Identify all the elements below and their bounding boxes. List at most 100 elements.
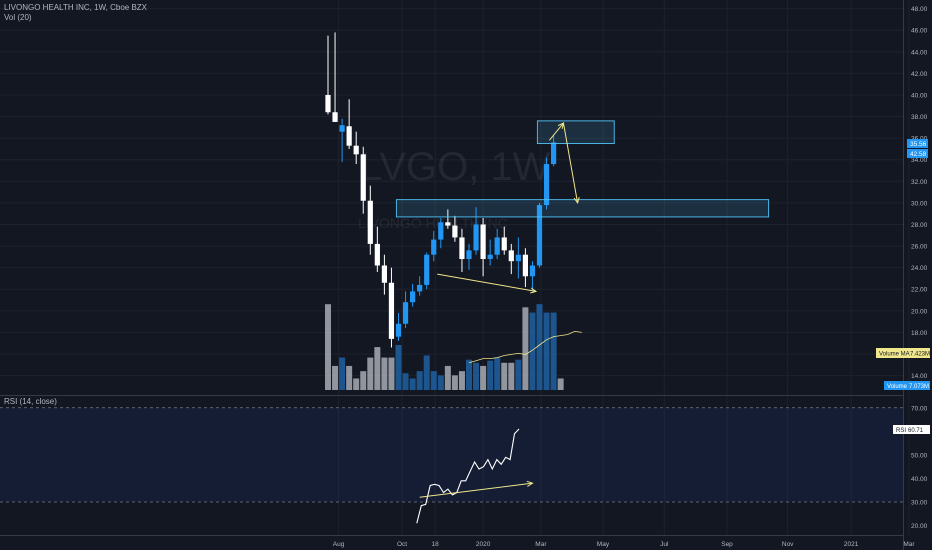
candle-body [529, 265, 536, 277]
candle[interactable] [473, 207, 479, 255]
price-tick-label: 24.00 [911, 265, 928, 272]
candle[interactable] [417, 276, 423, 296]
chart-title[interactable]: LIVONGO HEALTH INC, 1W, Cboe BZX [4, 3, 147, 12]
candle[interactable] [522, 248, 528, 288]
price-tick-label: 34.00 [911, 157, 928, 164]
rsi-tick-label: 30.00 [911, 500, 928, 507]
candle[interactable] [438, 218, 444, 249]
candle[interactable] [494, 228, 500, 260]
candle[interactable] [466, 243, 472, 270]
candle[interactable] [395, 312, 402, 342]
candle[interactable] [508, 243, 514, 275]
price-tick-label: 40.00 [911, 92, 928, 99]
candle-body [374, 243, 380, 266]
price-axis[interactable]: 14.0016.0018.0020.0022.0024.0026.0028.00… [911, 6, 928, 380]
rsi-badge-value: 60.71 [908, 428, 924, 434]
zone-rect[interactable] [395, 199, 770, 218]
candle[interactable] [381, 254, 387, 295]
candle-body [332, 112, 338, 122]
volume-ma-badge: Volume MA 7.423M [876, 348, 930, 358]
candle[interactable] [402, 291, 409, 329]
volume-bar [444, 365, 451, 390]
candle[interactable] [487, 239, 493, 266]
candle-body [339, 125, 345, 132]
zone-rect[interactable] [536, 120, 615, 144]
candle-body [402, 302, 409, 324]
candle-body [494, 237, 500, 255]
annotation-arrow[interactable] [562, 122, 580, 205]
price-tick-label: 26.00 [911, 244, 928, 251]
candle[interactable] [551, 134, 557, 167]
rsi-tick-label: 40.00 [911, 476, 928, 483]
candle[interactable] [445, 209, 451, 229]
volume-bar [325, 304, 331, 390]
candle[interactable] [501, 226, 507, 255]
candle[interactable] [529, 261, 536, 292]
candle[interactable] [353, 131, 359, 165]
candle[interactable] [360, 146, 366, 214]
time-axis[interactable]: Aug Oct 18 2020 Mar May Jul Sep Nov 2021 Mar [333, 541, 916, 548]
annotation-arrow[interactable] [437, 273, 538, 294]
volume-bar [522, 307, 529, 390]
candle[interactable] [410, 283, 416, 307]
candle[interactable] [424, 252, 430, 290]
time-tick-label: May [597, 541, 610, 548]
candles[interactable] [325, 32, 557, 348]
annotation-arrow[interactable] [548, 122, 565, 141]
rsi-badge: RSI 60.71 [893, 425, 930, 434]
volume-value: 7.073M [909, 384, 929, 390]
volume-bar [536, 304, 543, 390]
candle[interactable] [374, 226, 380, 272]
annotation-zones[interactable] [395, 120, 770, 218]
volume-legend[interactable]: Vol (20) [4, 13, 32, 22]
volume-bar [339, 357, 346, 390]
candle-body [438, 222, 444, 240]
annotation-arrow[interactable] [419, 480, 534, 498]
volume-bar [437, 375, 444, 390]
candle-body [459, 237, 465, 260]
rsi-tick-label: 70.00 [911, 405, 928, 412]
rsi-legend[interactable]: RSI (14, close) [4, 397, 57, 406]
candle-body [551, 142, 557, 165]
candle[interactable] [480, 218, 486, 277]
annotation-arrows[interactable] [419, 122, 580, 498]
candle[interactable] [339, 118, 345, 162]
candle[interactable] [459, 228, 465, 272]
arrow-head [526, 480, 534, 487]
volume-bar [466, 359, 472, 390]
volume-bar [515, 359, 522, 390]
price-tick-label: 48.00 [911, 6, 928, 13]
candle-body [466, 250, 472, 260]
volume-bar [374, 347, 381, 390]
volume-bar [501, 362, 508, 390]
volume-bar [508, 362, 515, 390]
arrow-shaft [562, 122, 579, 203]
candle-body [480, 224, 486, 260]
time-tick-label: Mar [535, 541, 547, 548]
candle-body [381, 265, 387, 283]
time-tick-label: Jul [660, 541, 669, 548]
candle[interactable] [388, 267, 395, 348]
volume-bar [451, 375, 458, 390]
time-tick-label: 2021 [844, 541, 859, 548]
price-tick-label: 42.00 [911, 71, 928, 78]
rsi-band [0, 407, 903, 503]
candle[interactable] [536, 202, 543, 268]
arrow-shaft [548, 122, 564, 141]
time-tick-label: Mar [903, 541, 915, 548]
candle[interactable] [543, 157, 550, 210]
candle[interactable] [325, 35, 331, 115]
candle[interactable] [367, 185, 373, 255]
candle[interactable] [452, 215, 458, 242]
price-badges: 35.56 42.58 [907, 139, 928, 158]
candle[interactable] [332, 32, 338, 122]
volume-bar [480, 365, 487, 390]
candle[interactable] [431, 230, 437, 262]
candle[interactable] [346, 99, 352, 149]
time-tick-label: Aug [333, 541, 345, 548]
candle[interactable] [515, 237, 521, 279]
volume-bar [430, 371, 437, 390]
arrow-shaft [437, 273, 537, 292]
